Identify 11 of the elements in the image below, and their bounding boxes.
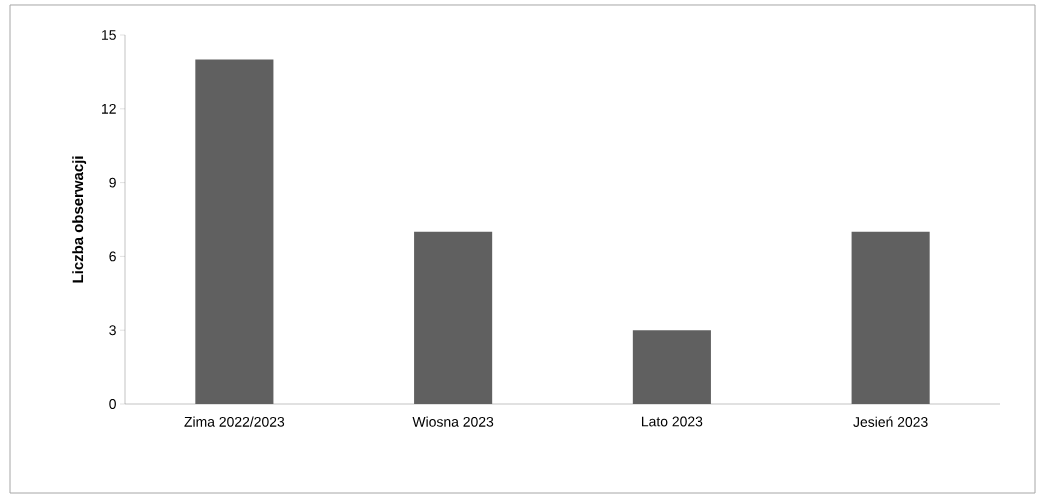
y-tick-label: 15: [102, 30, 116, 40]
x-tick-label: Wiosna 2023: [412, 416, 494, 427]
y-tick-label: 3: [109, 325, 116, 336]
x-tick-label: Zima 2022/2023: [184, 416, 285, 427]
y-tick-label: 6: [109, 251, 116, 262]
y-tick-label: 0: [109, 399, 116, 409]
y-axis-title: Liczba obserwacji: [72, 156, 87, 283]
x-tick-label: Jesień 2023: [853, 416, 928, 427]
y-tick-label: 9: [109, 177, 116, 188]
x-tick-label: Lato 2023: [641, 416, 703, 427]
y-tick-label: 12: [102, 103, 116, 114]
